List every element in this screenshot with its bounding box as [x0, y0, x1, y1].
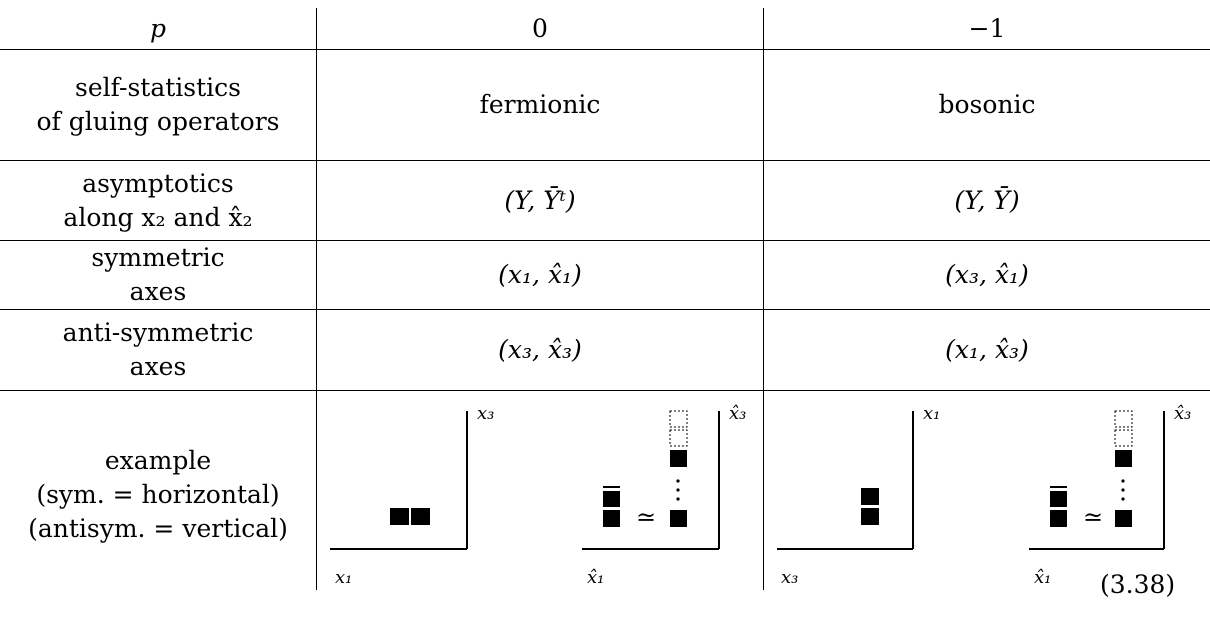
- row-example-label: example (sym. = horizontal) (antisym. = …: [0, 420, 316, 570]
- row-symmetric-col-0: (x₁, x̂₁): [317, 241, 763, 309]
- rule-row3: [0, 309, 1210, 310]
- row-self-statistics-col-0: fermionic: [317, 50, 763, 160]
- axis-label-horizontal: x̂₁: [1034, 567, 1051, 588]
- value-text: (x₃, x̂₃): [498, 335, 582, 364]
- row-asymptotics-col-0: (Y, Ȳᵗ): [317, 161, 763, 240]
- label-line: asymptotics: [82, 168, 234, 198]
- label-line: (sym. = horizontal): [36, 480, 280, 509]
- row-asymptotics-label: asymptotics along x₂ and x̂₂: [0, 161, 316, 240]
- young-box: [670, 450, 687, 467]
- young-box: [1115, 450, 1132, 467]
- label-line: axes: [129, 352, 187, 381]
- axis-label-vertical: x₁: [923, 403, 940, 424]
- header-col-1-text: −1: [968, 13, 1006, 43]
- value-text: fermionic: [479, 90, 601, 119]
- example-col1-right-diagram: ≃ x̂₁ x̂₃: [1029, 403, 1191, 588]
- equation-number: (3.38): [1100, 570, 1176, 599]
- axis-label-vertical: x₃: [477, 403, 494, 424]
- young-box: [861, 488, 879, 505]
- young-box-dashed: [1114, 429, 1133, 447]
- example-col0-left-diagram: x₁ x₃: [330, 403, 494, 588]
- rule-row1: [0, 160, 1210, 161]
- label-line: of gluing operators: [36, 107, 280, 136]
- row-self-statistics-label: self-statistics of gluing operators: [0, 50, 316, 160]
- example-col0-right-diagram: ≃ x̂₁ x̂₃: [582, 403, 746, 588]
- row-antisymmetric-col-0: (x₃, x̂₃): [317, 310, 763, 390]
- label-line: axes: [129, 277, 187, 306]
- young-box: [603, 510, 620, 527]
- young-box-dashed: [669, 410, 688, 428]
- header-col-0: 0: [317, 8, 763, 49]
- young-box: [1050, 491, 1067, 507]
- young-box: [390, 508, 409, 525]
- rule-col-0: [763, 8, 764, 590]
- row-antisymmetric-col-1: (x₁, x̂₃): [764, 310, 1210, 390]
- label-line: along x₂ and x̂₂: [63, 202, 253, 232]
- young-box-dashed: [1114, 410, 1133, 428]
- rule-col-label: [316, 8, 317, 590]
- value-text: bosonic: [938, 90, 1036, 119]
- young-box: [603, 491, 620, 507]
- label-line: symmetric: [91, 243, 225, 272]
- row-symmetric-col-1: (x₃, x̂₁): [764, 241, 1210, 309]
- axis-label-vertical: x̂₃: [1174, 403, 1191, 424]
- relation-symbol: ≃: [1083, 503, 1103, 531]
- young-box: [670, 510, 687, 527]
- value-text: (Y, Ȳᵗ): [504, 185, 576, 215]
- value-text: (x₁, x̂₃): [945, 335, 1029, 364]
- label-line: example: [104, 446, 212, 475]
- label-line: self-statistics: [75, 73, 241, 102]
- row-self-statistics-col-1: bosonic: [764, 50, 1210, 160]
- young-box: [861, 508, 879, 525]
- young-box: [1115, 510, 1132, 527]
- header-col-1: −1: [764, 8, 1210, 49]
- label-line: anti-symmetric: [62, 318, 254, 347]
- example-col1-left-diagram: x₃ x₁: [777, 403, 940, 588]
- axis-label-horizontal: x̂₁: [587, 567, 604, 588]
- header-p-text: p: [149, 13, 166, 43]
- relation-symbol: ≃: [636, 503, 656, 531]
- axis-label-vertical: x̂₃: [729, 403, 746, 424]
- axis-label-horizontal: x₁: [335, 567, 352, 588]
- header-col-0-text: 0: [532, 13, 548, 43]
- value-text: (Y, Ȳ): [954, 185, 1020, 215]
- rule-row2: [0, 240, 1210, 241]
- young-box: [411, 508, 430, 525]
- young-box-dashed: [669, 429, 688, 447]
- rule-row4: [0, 390, 1210, 391]
- young-box: [1050, 510, 1067, 527]
- row-antisymmetric-label: anti-symmetric axes: [0, 310, 316, 390]
- value-text: (x₃, x̂₁): [945, 260, 1029, 289]
- row-asymptotics-col-1: (Y, Ȳ): [764, 161, 1210, 240]
- label-line: (antisym. = vertical): [28, 514, 288, 543]
- value-text: (x₁, x̂₁): [498, 260, 582, 289]
- row-symmetric-label: symmetric axes: [0, 241, 316, 309]
- rule-header: [0, 49, 1210, 50]
- axis-label-horizontal: x₃: [781, 567, 798, 588]
- header-p: p: [0, 8, 316, 49]
